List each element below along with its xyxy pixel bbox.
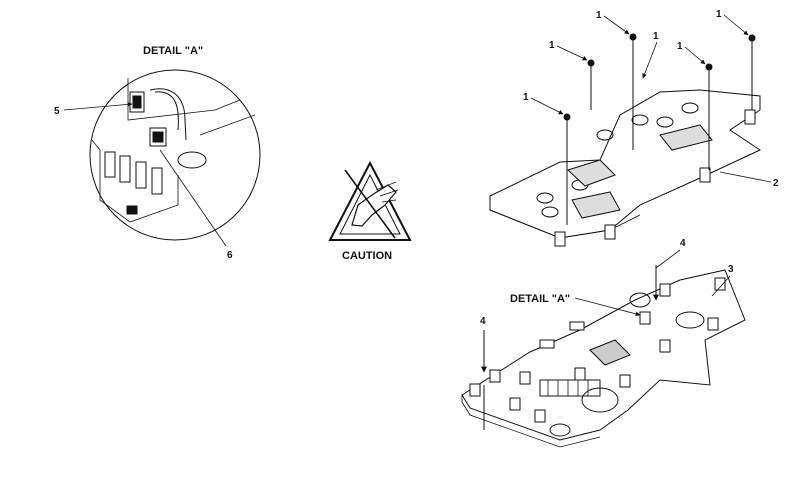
callout-6: 6 <box>227 250 233 261</box>
circuit-board-assembly: DETAIL "A" 4 3 4 <box>461 238 746 448</box>
caution-label: CAUTION <box>342 250 392 262</box>
detail-a-connector-block <box>91 139 179 223</box>
detail-a-panel-edge <box>127 78 241 121</box>
slash-line <box>344 169 396 239</box>
detail-a-wire <box>149 88 187 141</box>
callout-1-e: 1 <box>677 41 683 52</box>
detail-a-title: DETAIL "A" <box>143 45 203 57</box>
connector-strip <box>539 379 601 397</box>
callout-1-a: 1 <box>523 92 529 103</box>
callout-4-b: 4 <box>480 316 486 327</box>
callout-2: 2 <box>773 178 779 189</box>
screws <box>563 33 756 225</box>
detail-a-hole <box>177 151 207 169</box>
callout-5: 5 <box>54 106 60 117</box>
leader-6 <box>159 149 227 247</box>
shield-plate <box>489 89 762 239</box>
callout-1-c: 1 <box>596 10 602 21</box>
callout-4-a: 4 <box>680 238 686 249</box>
hand-icon <box>351 184 397 227</box>
callout-1-d: 1 <box>653 31 659 42</box>
caution-esd-symbol: CAUTION <box>328 160 412 262</box>
leader-5 <box>63 101 133 111</box>
detail-a-magnified-view: DETAIL "A" 5 6 <box>54 45 261 261</box>
shield-plate-assembly: 1 1 1 1 1 1 2 <box>489 9 779 247</box>
ic-chip <box>589 339 631 366</box>
callout-1-b: 1 <box>549 40 555 51</box>
leader-detail-a <box>574 297 641 317</box>
callout-1-f: 1 <box>716 9 722 20</box>
detail-a-circle <box>89 69 261 241</box>
callout-3: 3 <box>728 264 734 275</box>
detail-a-board-label: DETAIL "A" <box>510 293 570 305</box>
